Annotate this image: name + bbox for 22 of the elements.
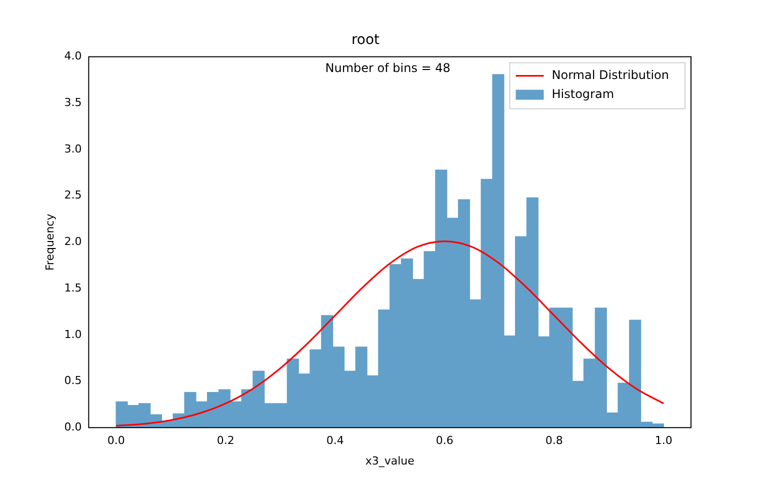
- x-tick-label: 1.0: [654, 434, 672, 448]
- x-tick-label: 0.0: [107, 434, 125, 448]
- y-tick-label: 1.5: [64, 281, 82, 294]
- x-tick-label: 0.2: [216, 434, 234, 448]
- x-tick-label: 0.8: [545, 434, 563, 448]
- x-tick-label: 0.6: [436, 434, 454, 448]
- y-axis-title: Frequency: [43, 213, 56, 271]
- chart-title: root: [351, 32, 380, 48]
- legend-label: Normal Distribution: [552, 68, 670, 82]
- x-axis-title: x3_value: [365, 454, 415, 468]
- y-tick-label: 2.0: [64, 235, 82, 248]
- y-tick-label: 3.0: [64, 142, 82, 156]
- annotation: Number of bins = 48: [325, 60, 450, 75]
- y-tick-label: 1.0: [64, 328, 82, 341]
- y-tick-label: 4.0: [64, 50, 82, 63]
- line-series: [115, 240, 664, 427]
- y-tick-label: 0.5: [64, 374, 82, 388]
- legend-label: Histogram: [552, 86, 614, 101]
- y-tick-label: 3.5: [64, 96, 82, 110]
- y-tick-label: 2.5: [64, 188, 82, 202]
- y-tick-label: 0.0: [64, 420, 82, 434]
- x-tick-label: 0.4: [326, 434, 344, 448]
